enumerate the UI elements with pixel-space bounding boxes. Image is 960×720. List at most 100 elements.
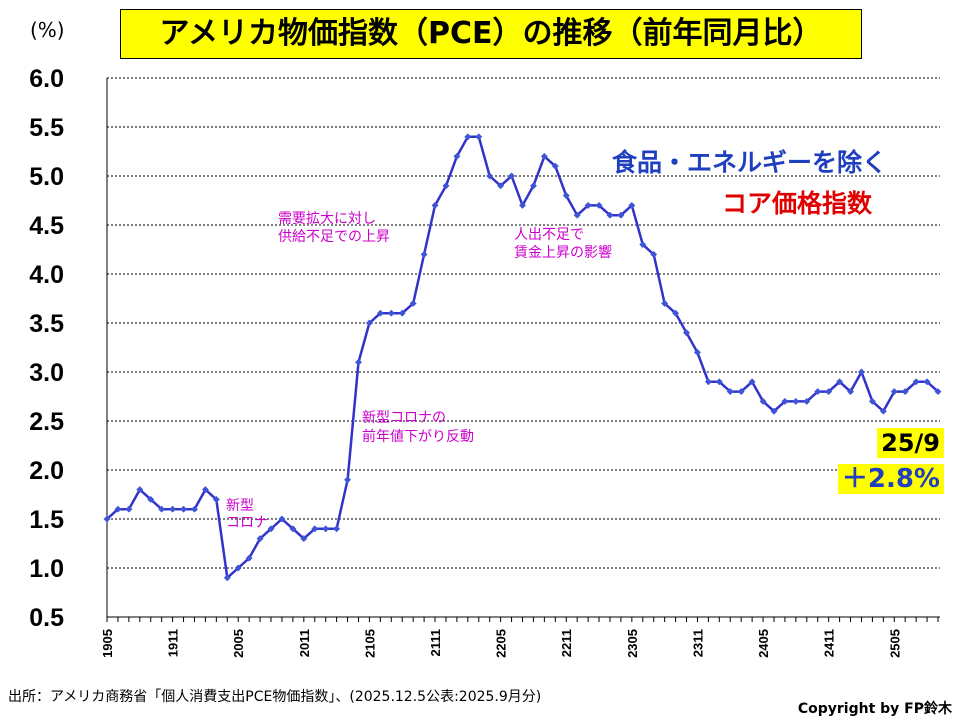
data-point [486, 172, 494, 180]
data-point [606, 211, 614, 219]
data-point [387, 309, 395, 317]
chart-title: アメリカ物価指数（PCE）の推移（前年同月比） [120, 9, 862, 59]
x-tick-label-2211: 2211 [559, 629, 574, 657]
data-point [136, 486, 144, 494]
source-note: 出所：アメリカ商務省「個人消費支出PCE物価指数」、(2025.12.5公表:2… [8, 689, 542, 705]
data-point [409, 299, 417, 307]
data-point [759, 397, 767, 405]
data-point [934, 388, 942, 396]
data-point [650, 250, 658, 258]
x-tick-label-2311: 2311 [690, 629, 705, 657]
latest-value-label: ＋2.8% [837, 464, 944, 494]
annotation-covid-1: 新型 [226, 498, 254, 514]
data-point [661, 299, 669, 307]
series-core-pce [103, 133, 942, 582]
data-point [223, 574, 231, 582]
data-point [376, 309, 384, 317]
data-point [256, 535, 264, 543]
data-point [639, 241, 647, 249]
x-tick-label-2005: 2005 [231, 629, 246, 658]
data-point [748, 378, 756, 386]
legend-line-1: 食品・エネルギーを除く [612, 148, 888, 177]
data-point [431, 201, 439, 209]
data-point [267, 525, 275, 533]
data-point [333, 525, 341, 533]
data-point [179, 505, 188, 513]
y-tick-label-1.5: 1.5 [29, 506, 64, 534]
data-point [518, 201, 527, 209]
y-tick-label-4.0: 4.0 [29, 261, 64, 289]
data-point [343, 476, 352, 484]
data-point [715, 378, 723, 386]
data-point [737, 388, 745, 396]
data-point [857, 368, 866, 376]
data-point [770, 407, 778, 415]
data-point [398, 309, 406, 317]
data-point [245, 554, 253, 562]
x-tick-label-2305: 2305 [625, 629, 640, 658]
data-point [584, 201, 592, 209]
data-point [693, 348, 702, 356]
x-tick-label-2405: 2405 [756, 629, 771, 658]
x-tick-label-2011: 2011 [297, 629, 312, 657]
data-point [595, 201, 603, 209]
data-point [190, 505, 199, 513]
annotation-labor-1: 人出不足で [514, 227, 584, 243]
annotation-rebound-1: 新型コロナの [362, 410, 446, 426]
data-point [475, 133, 483, 141]
data-point [354, 358, 363, 366]
data-point [672, 309, 680, 317]
data-point [814, 388, 822, 396]
data-point [234, 564, 242, 572]
y-tick-label-0.5: 0.5 [29, 604, 64, 632]
data-point [781, 397, 789, 405]
y-tick-label-6.0: 6.0 [29, 65, 64, 93]
y-tick-label-3.0: 3.0 [29, 359, 64, 387]
data-point [540, 152, 548, 160]
data-point [464, 133, 472, 141]
y-tick-label-5.5: 5.5 [29, 114, 64, 142]
y-tick-label-2.5: 2.5 [29, 408, 64, 436]
data-point [420, 250, 428, 258]
x-tick-label-1911: 1911 [166, 629, 181, 657]
x-axis: 1905 1911 2005 2011 2105 2111 2205 2211 2305 2311… [100, 616, 940, 658]
data-point [453, 152, 461, 160]
data-point [125, 505, 133, 513]
data-point [617, 211, 625, 219]
x-tick-label-2411: 2411 [822, 629, 837, 657]
annotation-labor-2: 賃金上昇の影響 [514, 245, 612, 261]
data-point [442, 182, 450, 190]
data-point [508, 172, 516, 180]
annotation-covid-2: コロナ [226, 515, 268, 531]
data-point [912, 378, 920, 386]
data-point [836, 378, 844, 386]
data-point [497, 182, 505, 190]
data-point [169, 505, 177, 513]
data-point [868, 397, 876, 405]
data-point [562, 192, 570, 200]
data-point [923, 378, 931, 386]
y-tick-label-1.0: 1.0 [29, 555, 64, 583]
legend-line-2: コア価格指数 [722, 189, 873, 218]
y-axis: 6.0 5.5 5.0 4.5 4.0 3.5 3.0 2.5 2.0 1.5 1.0 0.5 [29, 65, 108, 632]
data-point [803, 397, 811, 405]
data-point [147, 495, 155, 503]
x-tick-label-2505: 2505 [887, 629, 902, 658]
data-point [573, 211, 581, 219]
data-point [792, 397, 800, 405]
data-point [551, 162, 559, 170]
data-point [300, 535, 308, 543]
y-tick-label-3.5: 3.5 [29, 310, 64, 338]
data-point [212, 495, 220, 503]
data-point [114, 505, 122, 513]
gridlines [107, 77, 940, 569]
data-point [846, 388, 855, 396]
data-point [311, 525, 319, 533]
data-point [322, 525, 330, 533]
latest-date-label: 25/9 [877, 428, 944, 458]
annotation-demand-1: 需要拡大に対し [278, 211, 376, 227]
x-tick-label-2205: 2205 [494, 629, 509, 658]
data-point [879, 407, 887, 415]
data-point [201, 486, 209, 494]
